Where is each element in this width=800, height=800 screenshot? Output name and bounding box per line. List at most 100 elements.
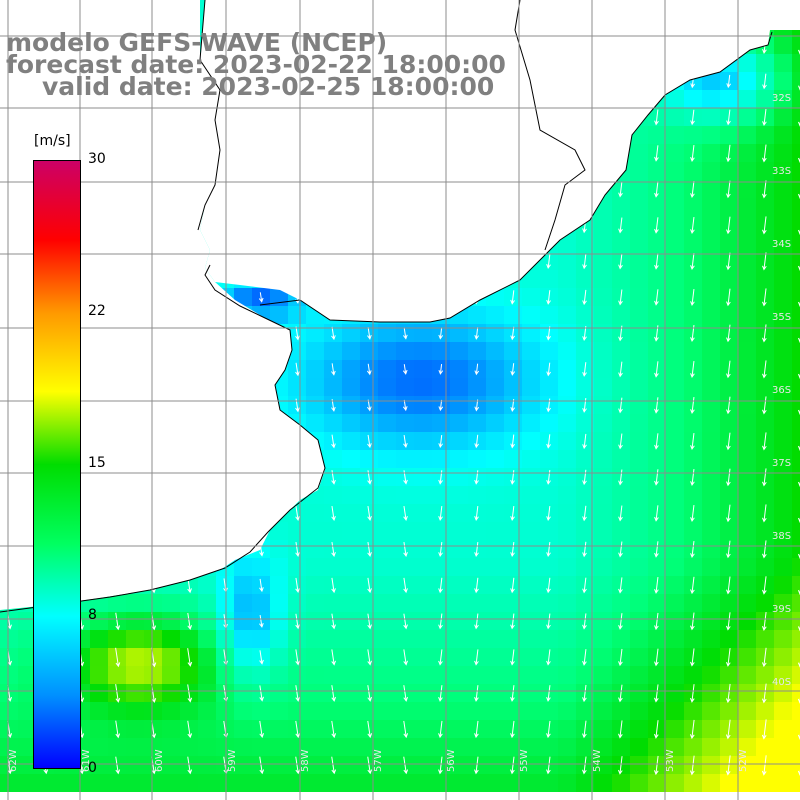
wind-cell <box>666 702 684 720</box>
wind-arrow <box>690 576 695 595</box>
wind-cell <box>612 414 630 432</box>
wind-cell <box>0 630 18 648</box>
wind-cell <box>774 360 792 378</box>
wind-cell <box>630 666 648 684</box>
wind-cell <box>540 486 558 504</box>
wind-cell <box>792 738 800 756</box>
wind-arrow <box>690 648 695 667</box>
wind-arrow <box>726 180 731 199</box>
wind-cell <box>648 378 666 396</box>
wind-cell <box>324 342 342 360</box>
wind-cell <box>90 702 108 720</box>
longitude-label: 52W <box>738 749 749 772</box>
wind-arrow <box>295 362 300 377</box>
wind-cell <box>684 774 702 792</box>
wind-cell <box>324 522 342 540</box>
wind-arrow <box>654 109 659 126</box>
wind-arrow <box>187 612 193 631</box>
wind-cell <box>720 666 738 684</box>
wind-cell <box>306 396 324 414</box>
wind-arrow <box>438 541 443 558</box>
wind-cell <box>630 630 648 648</box>
wind-cell <box>576 522 594 540</box>
wind-cell <box>342 468 360 486</box>
wind-cell <box>774 504 792 522</box>
wind-cell <box>774 702 792 720</box>
wind-cell <box>594 774 612 792</box>
wind-cell <box>576 702 594 720</box>
colorbar-tick: 15 <box>88 455 106 471</box>
wind-cell <box>630 288 648 306</box>
wind-cell <box>342 738 360 756</box>
wind-cell <box>360 522 378 540</box>
wind-arrow <box>761 719 767 740</box>
wind-cell <box>360 342 378 360</box>
wind-cell <box>792 144 800 162</box>
wind-cell <box>594 396 612 414</box>
wind-cell <box>774 396 792 414</box>
colorbar-tick: 22 <box>88 303 106 319</box>
wind-cell <box>792 594 800 612</box>
wind-cell <box>414 522 432 540</box>
wind-cell <box>378 360 396 378</box>
wind-cell <box>396 774 414 792</box>
wind-arrow <box>582 398 587 413</box>
wind-arrow <box>725 683 731 704</box>
wind-cell <box>504 702 522 720</box>
wind-cell <box>630 504 648 522</box>
wind-cell <box>486 324 504 342</box>
wind-cell <box>288 630 306 648</box>
wind-arrow <box>438 434 444 449</box>
wind-cell <box>108 630 126 648</box>
wind-cell <box>414 558 432 576</box>
wind-cell <box>198 774 216 792</box>
wind-arrow <box>546 362 551 377</box>
wind-arrow <box>474 649 479 666</box>
wind-cell <box>450 558 468 576</box>
wind-cell <box>774 612 792 630</box>
wind-cell <box>720 738 738 756</box>
wind-cell <box>522 630 540 648</box>
wind-cell <box>738 630 756 648</box>
wind-cell <box>252 774 270 792</box>
wind-cell <box>324 486 342 504</box>
wind-cell <box>612 666 630 684</box>
wind-arrow <box>690 468 695 487</box>
wind-cell <box>684 738 702 756</box>
wind-cell <box>720 774 738 792</box>
wind-cell <box>756 162 774 180</box>
wind-cell <box>738 396 756 414</box>
wind-cell <box>306 648 324 666</box>
wind-cell <box>306 738 324 756</box>
wind-cell <box>612 270 630 288</box>
wind-arrow <box>618 613 623 630</box>
wind-cell <box>396 378 414 396</box>
wind-cell <box>450 468 468 486</box>
wind-cell <box>522 612 540 630</box>
wind-cell <box>684 234 702 252</box>
wind-cell <box>522 648 540 666</box>
wind-arrow <box>115 647 121 668</box>
wind-cell <box>342 540 360 558</box>
wind-cell <box>630 432 648 450</box>
wind-cell <box>612 522 630 540</box>
wind-cell <box>252 630 270 648</box>
wind-arrow <box>726 74 731 89</box>
wind-arrow <box>402 399 408 412</box>
wind-cell <box>774 108 792 126</box>
wind-cell <box>612 738 630 756</box>
wind-cell <box>792 774 800 792</box>
wind-cell <box>378 342 396 360</box>
wind-cell <box>486 540 504 558</box>
wind-cell <box>702 414 720 432</box>
wind-cell <box>144 630 162 648</box>
wind-cell <box>450 360 468 378</box>
wind-cell <box>522 414 540 432</box>
wind-cell <box>666 648 684 666</box>
wind-cell <box>738 414 756 432</box>
wind-arrow <box>618 505 623 522</box>
wind-cell <box>666 252 684 270</box>
wind-arrow <box>331 363 336 376</box>
wind-arrow <box>331 326 336 341</box>
wind-arrow <box>438 613 443 630</box>
